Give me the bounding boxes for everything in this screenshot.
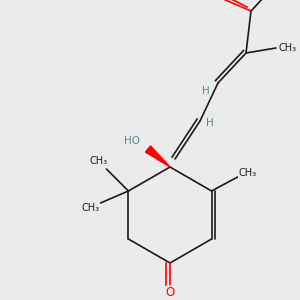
Text: CH₃: CH₃ xyxy=(81,203,100,213)
Text: H: H xyxy=(202,86,210,96)
Text: H: H xyxy=(206,118,214,128)
Text: CH₃: CH₃ xyxy=(238,168,256,178)
Text: O: O xyxy=(165,286,175,299)
Text: CH₃: CH₃ xyxy=(279,43,297,53)
Text: O: O xyxy=(206,0,216,2)
Text: HO: HO xyxy=(124,136,140,146)
Polygon shape xyxy=(146,146,170,167)
Text: CH₃: CH₃ xyxy=(89,156,107,166)
